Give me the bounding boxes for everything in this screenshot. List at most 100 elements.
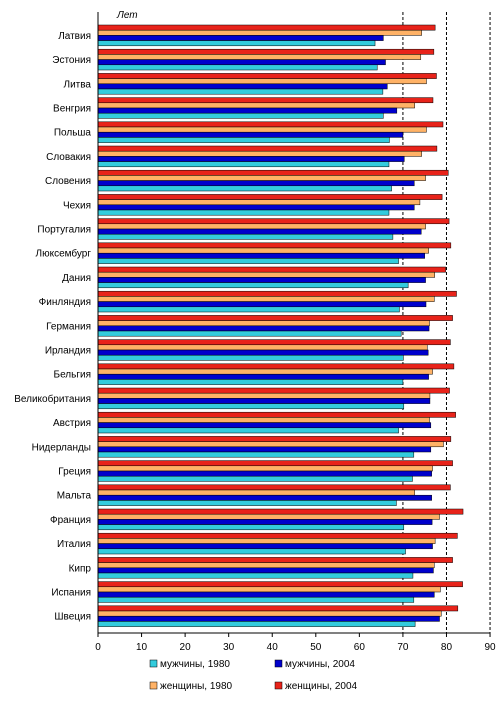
bar-4-21 xyxy=(97,524,405,531)
bar-3-4 xyxy=(97,107,398,114)
bar-4-18 xyxy=(97,451,415,458)
bar-3-21 xyxy=(97,519,433,525)
bar-1-2 xyxy=(97,48,435,55)
bar-4-2 xyxy=(97,64,378,71)
bar-2-3 xyxy=(97,78,427,85)
bar-4-5 xyxy=(97,137,390,143)
x-tick-label: 80 xyxy=(441,642,453,653)
bar-3-19 xyxy=(97,470,432,477)
category-label: Испания xyxy=(51,588,91,599)
bar-3-13 xyxy=(97,325,430,332)
legend-swatch xyxy=(274,659,283,668)
category-label: Венгрия xyxy=(53,104,91,115)
legend-entry-label: женщины, 2004 xyxy=(285,681,358,692)
legend-swatch xyxy=(274,681,283,690)
bar-1-14 xyxy=(97,339,451,346)
x-tick-label: 50 xyxy=(310,642,322,653)
bar-3-3 xyxy=(97,83,388,90)
bar-2-23 xyxy=(97,562,435,569)
category-label: Дания xyxy=(62,273,91,284)
bar-3-7 xyxy=(97,180,415,187)
bars xyxy=(97,24,464,627)
category-labels: Латвия Эстония Литва Венгрия Польша Словакия С… xyxy=(14,31,91,623)
bar-3-8 xyxy=(97,204,415,211)
bar-4-1 xyxy=(97,40,376,47)
bar-3-20 xyxy=(97,494,432,501)
bar-4-20 xyxy=(97,500,397,506)
legend-swatch xyxy=(149,681,158,690)
bar-4-11 xyxy=(97,282,409,289)
category-label: Чехия xyxy=(63,200,91,211)
category-label: Кипр xyxy=(69,563,92,574)
bar-4-14 xyxy=(97,354,404,361)
bar-1-6 xyxy=(97,145,438,152)
bar-2-13 xyxy=(97,320,430,327)
bar-1-10 xyxy=(97,242,452,249)
category-label: Мальта xyxy=(57,491,92,502)
bar-4-4 xyxy=(97,112,384,119)
category-label: Швеция xyxy=(54,612,91,623)
bar-1-22 xyxy=(97,532,458,539)
bar-4-9 xyxy=(97,233,394,240)
bar-3-16 xyxy=(97,398,431,404)
category-label: Германия xyxy=(46,321,91,332)
bar-2-11 xyxy=(97,271,435,278)
bar-2-6 xyxy=(97,150,422,157)
bar-1-12 xyxy=(97,290,457,297)
bar-3-15 xyxy=(97,373,429,380)
bar-3-2 xyxy=(97,59,386,66)
bar-2-2 xyxy=(97,54,422,60)
bar-4-3 xyxy=(97,88,384,95)
bar-4-7 xyxy=(97,185,392,192)
x-tick-label: 0 xyxy=(95,642,101,653)
bar-2-14 xyxy=(97,344,428,351)
category-label: Франция xyxy=(50,515,91,526)
category-label: Нидерланды xyxy=(32,442,91,453)
bar-2-4 xyxy=(97,102,415,109)
bar-2-20 xyxy=(97,489,415,496)
bar-3-1 xyxy=(97,35,384,41)
legend-entry-label: мужчины, 1980 xyxy=(160,659,230,670)
bar-1-21 xyxy=(97,508,464,515)
bar-4-22 xyxy=(97,548,406,555)
bar-2-21 xyxy=(97,513,440,520)
bar-4-8 xyxy=(97,209,390,216)
category-label: Словакия xyxy=(46,152,91,163)
bar-2-1 xyxy=(97,29,422,36)
bar-3-9 xyxy=(97,228,422,235)
bar-1-18 xyxy=(97,436,452,442)
category-label: Польша xyxy=(54,128,92,139)
bar-1-5 xyxy=(97,121,444,128)
bar-4-10 xyxy=(97,258,399,264)
bar-2-19 xyxy=(97,465,433,472)
bar-3-25 xyxy=(97,615,440,622)
legend-entry-label: женщины, 1980 xyxy=(160,681,233,692)
legend: мужчины, 1980 мужчины, 2004 женщины, 1980 ж… xyxy=(149,659,358,692)
x-tick-label: 10 xyxy=(136,642,148,653)
bar-1-17 xyxy=(97,411,456,418)
bar-4-23 xyxy=(97,572,414,579)
legend-entry-label: мужчины, 2004 xyxy=(285,659,355,670)
x-tick-label: 70 xyxy=(397,642,409,653)
bar-2-5 xyxy=(97,126,427,133)
category-label: Италия xyxy=(57,539,91,550)
bar-4-15 xyxy=(97,379,404,385)
bar-2-24 xyxy=(97,586,441,593)
bar-4-17 xyxy=(97,427,399,434)
bar-4-6 xyxy=(97,161,390,168)
bar-3-6 xyxy=(97,156,405,162)
category-label: Латвия xyxy=(58,31,91,42)
category-label: Эстония xyxy=(52,55,91,66)
x-tick-label: 30 xyxy=(223,642,235,653)
legend-swatch xyxy=(149,659,158,668)
x-axis: 0 10 20 30 40 50 60 70 80 90 xyxy=(95,12,496,653)
bar-4-13 xyxy=(97,330,402,337)
x-tick-label: 40 xyxy=(267,642,279,653)
bar-3-18 xyxy=(97,446,432,453)
bar-4-19 xyxy=(97,475,413,482)
bar-4-24 xyxy=(97,596,415,603)
bar-3-10 xyxy=(97,252,425,259)
bar-1-13 xyxy=(97,315,453,321)
bar-1-4 xyxy=(97,97,434,104)
